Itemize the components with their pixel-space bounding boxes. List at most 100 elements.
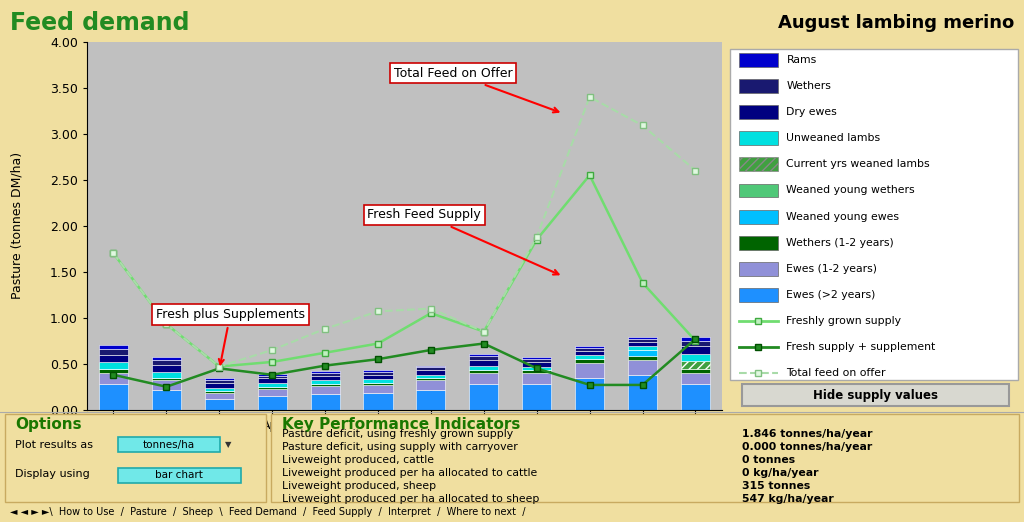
- Bar: [417, 375, 445, 378]
- Bar: [575, 351, 604, 355]
- Bar: [205, 393, 233, 399]
- Bar: [364, 372, 392, 375]
- FancyBboxPatch shape: [271, 413, 1019, 503]
- Bar: [152, 372, 181, 377]
- Y-axis label: Pasture (tonnes DM/ha): Pasture (tonnes DM/ha): [10, 152, 24, 299]
- Bar: [739, 288, 777, 302]
- Text: Plot results as: Plot results as: [15, 440, 93, 449]
- Bar: [681, 373, 710, 384]
- Bar: [628, 337, 657, 339]
- Text: 315 tonnes: 315 tonnes: [742, 481, 811, 491]
- Text: Total feed on offer: Total feed on offer: [786, 368, 886, 378]
- Bar: [152, 377, 181, 381]
- Bar: [310, 373, 340, 376]
- Bar: [522, 366, 551, 370]
- Bar: [522, 370, 551, 373]
- Text: August lambing merino: August lambing merino: [777, 14, 1014, 32]
- Text: Weaned young wethers: Weaned young wethers: [786, 185, 915, 196]
- Bar: [469, 360, 499, 365]
- Bar: [258, 396, 287, 410]
- Bar: [417, 370, 445, 375]
- Text: Fresh plus Supplements: Fresh plus Supplements: [156, 308, 305, 364]
- Bar: [417, 389, 445, 410]
- Bar: [681, 346, 710, 353]
- Bar: [364, 379, 392, 383]
- Bar: [258, 388, 287, 396]
- Text: Pasture deficit, using freshly grown supply: Pasture deficit, using freshly grown sup…: [282, 429, 513, 439]
- Bar: [417, 367, 445, 370]
- Text: Wethers: Wethers: [786, 81, 831, 91]
- Text: Dry ewes: Dry ewes: [786, 108, 838, 117]
- Bar: [364, 385, 392, 393]
- Bar: [152, 360, 181, 365]
- Text: 547 kg/ha/year: 547 kg/ha/year: [742, 494, 835, 504]
- Bar: [681, 341, 710, 346]
- Text: Hide supply values: Hide supply values: [813, 388, 938, 401]
- Bar: [522, 373, 551, 384]
- Bar: [628, 339, 657, 342]
- Bar: [99, 354, 128, 362]
- Bar: [681, 369, 710, 373]
- Text: Rams: Rams: [786, 55, 817, 65]
- Bar: [310, 394, 340, 410]
- Text: Feed demand: Feed demand: [10, 11, 189, 35]
- Bar: [417, 365, 445, 367]
- Bar: [310, 371, 340, 373]
- Text: Options: Options: [15, 418, 82, 433]
- Bar: [469, 357, 499, 360]
- Bar: [152, 365, 181, 372]
- Text: Fresh supply + supplement: Fresh supply + supplement: [786, 342, 936, 352]
- Bar: [99, 346, 128, 349]
- Bar: [417, 381, 445, 389]
- FancyBboxPatch shape: [741, 384, 1010, 406]
- Bar: [681, 337, 710, 341]
- Bar: [364, 383, 392, 385]
- Bar: [681, 361, 710, 369]
- Text: Weaned young ewes: Weaned young ewes: [786, 211, 899, 221]
- Text: ◄ ◄ ► ►\  How to Use  /  Pasture  /  Sheep  \  Feed Demand  /  Feed Supply  /  I: ◄ ◄ ► ►\ How to Use / Pasture / Sheep \ …: [10, 507, 525, 517]
- Bar: [469, 384, 499, 410]
- Text: Unweaned lambs: Unweaned lambs: [786, 133, 881, 144]
- Bar: [628, 350, 657, 357]
- Bar: [99, 362, 128, 369]
- Text: Freshly grown supply: Freshly grown supply: [786, 316, 901, 326]
- Bar: [99, 384, 128, 410]
- Bar: [469, 370, 499, 373]
- Bar: [575, 377, 604, 410]
- Bar: [152, 358, 181, 360]
- Bar: [739, 53, 777, 67]
- Text: Ewes (>2 years): Ewes (>2 years): [786, 290, 876, 300]
- Text: 0.000 tonnes/ha/year: 0.000 tonnes/ha/year: [742, 442, 872, 452]
- Text: Liveweight produced per ha allocated to cattle: Liveweight produced per ha allocated to …: [282, 468, 537, 478]
- Text: Total Feed on Offer: Total Feed on Offer: [394, 67, 558, 112]
- Bar: [258, 383, 287, 387]
- Bar: [575, 355, 604, 359]
- FancyBboxPatch shape: [5, 413, 266, 503]
- Bar: [99, 369, 128, 373]
- Bar: [575, 359, 604, 363]
- Bar: [310, 381, 340, 384]
- FancyBboxPatch shape: [118, 437, 220, 452]
- Bar: [575, 348, 604, 351]
- Bar: [258, 376, 287, 378]
- Bar: [99, 349, 128, 354]
- Bar: [469, 373, 499, 384]
- Bar: [575, 363, 604, 377]
- Bar: [469, 353, 499, 357]
- Bar: [258, 378, 287, 383]
- FancyBboxPatch shape: [730, 49, 1018, 381]
- Bar: [310, 384, 340, 386]
- Text: Ewes (1-2 years): Ewes (1-2 years): [786, 264, 878, 274]
- Bar: [205, 392, 233, 393]
- Bar: [364, 370, 392, 372]
- Text: Fresh Feed Supply: Fresh Feed Supply: [368, 208, 558, 275]
- Bar: [628, 360, 657, 375]
- Bar: [152, 389, 181, 410]
- Bar: [417, 378, 445, 381]
- Bar: [628, 375, 657, 410]
- Bar: [522, 359, 551, 362]
- Text: 0 kg/ha/year: 0 kg/ha/year: [742, 468, 819, 478]
- Bar: [310, 376, 340, 381]
- FancyBboxPatch shape: [118, 468, 241, 483]
- Bar: [522, 384, 551, 410]
